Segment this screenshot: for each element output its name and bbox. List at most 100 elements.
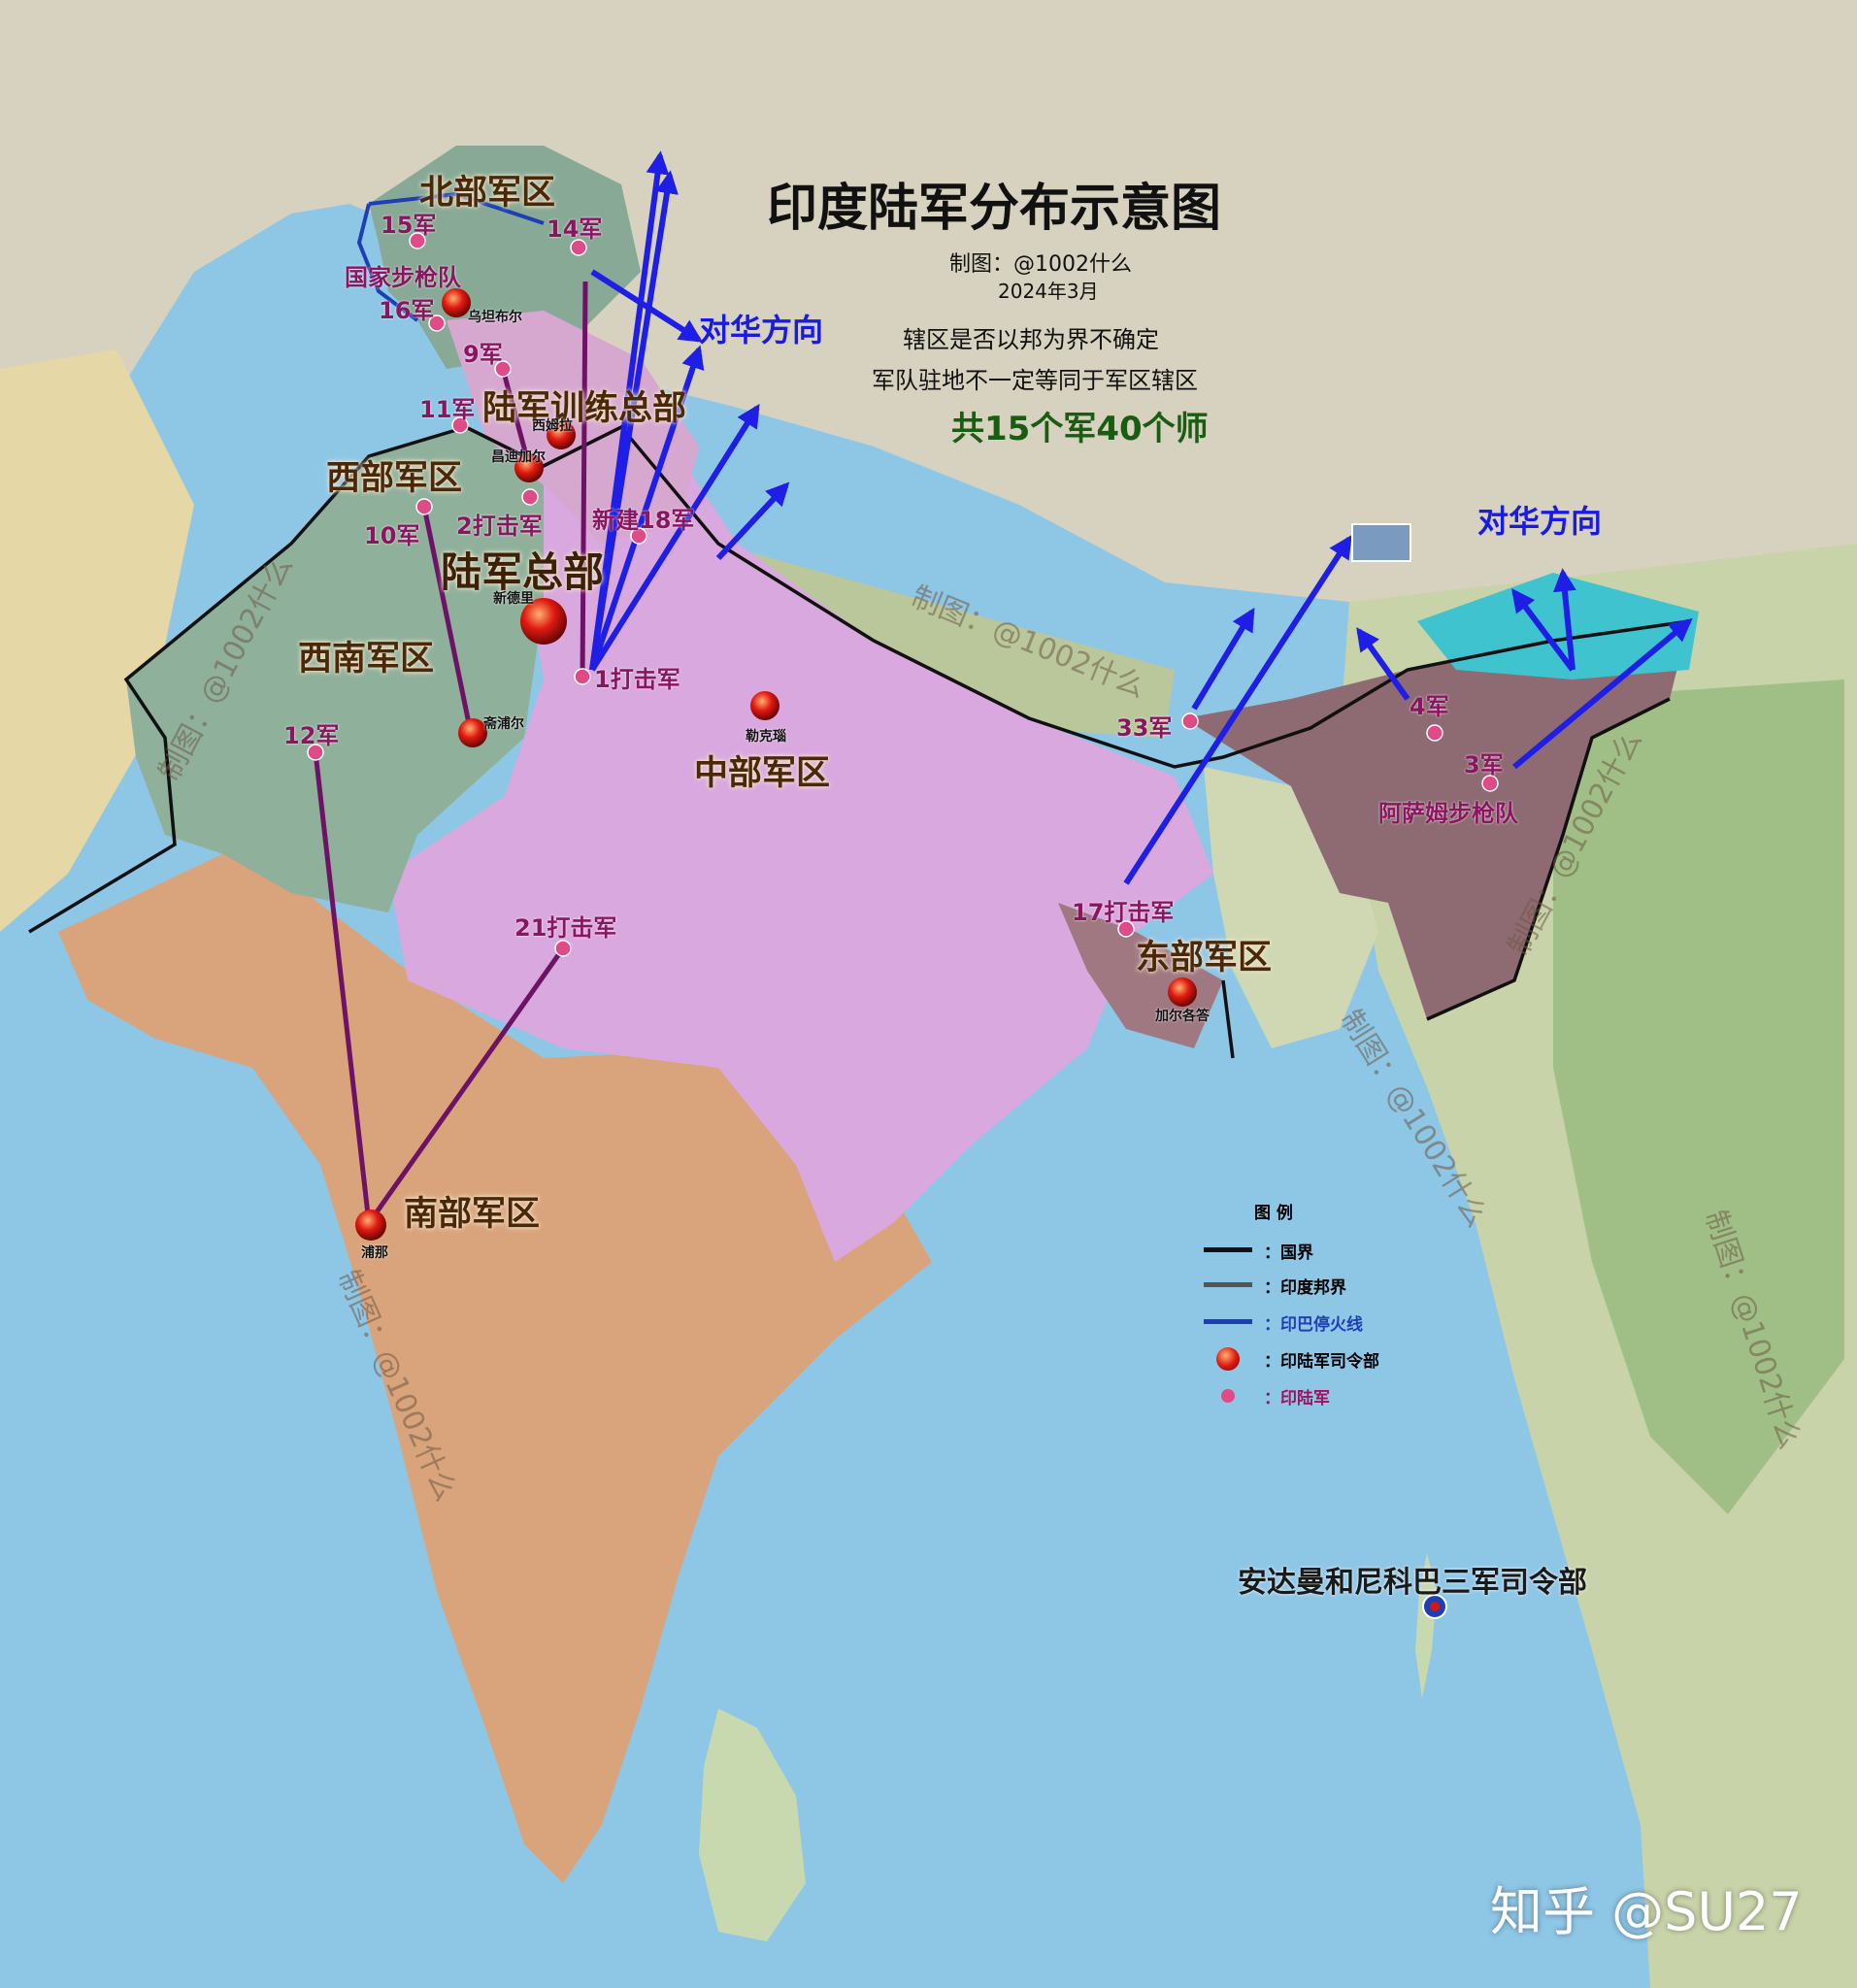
training-hq-label: 陆军训练总部 <box>482 389 687 428</box>
corps-label-14: 14军 <box>547 215 603 243</box>
corps-dot-3 <box>1481 775 1499 792</box>
corps-dot-33 <box>1181 712 1199 730</box>
corps-label-21: 21打击军 <box>514 914 617 942</box>
corps-dot-10 <box>415 498 433 515</box>
hq-marker-lucknow <box>750 691 779 720</box>
corps-label-16: 16军 <box>379 297 435 324</box>
eastern-command-label: 东部军区 <box>1136 939 1273 977</box>
author-credit: 制图：@1002什么 <box>949 252 1132 277</box>
legend-row-corps: ：印陆军 <box>1204 1381 1427 1410</box>
link-10-jaipur <box>421 506 474 734</box>
platform-credit: 知乎 @SU27 <box>1490 1881 1803 1942</box>
arrow-3 <box>589 403 760 672</box>
corps-dot-21 <box>554 940 572 957</box>
arrow-9 <box>1356 627 1410 701</box>
andaman-emblem-inner <box>1430 1602 1440 1611</box>
arrow-10 <box>1512 617 1693 770</box>
southern-command-region <box>58 845 932 1883</box>
southwestern-command-label: 西南军区 <box>298 640 435 679</box>
corps-label-17: 17打击军 <box>1072 899 1175 926</box>
city-jaipur: 斋浦尔 <box>483 716 524 732</box>
city-lucknow: 勒克瑙 <box>746 729 786 745</box>
hq-marker-pune <box>355 1209 386 1241</box>
army-hq-label: 陆军总部 <box>441 548 605 596</box>
hq-marker-shimla <box>547 420 576 449</box>
arrow-6 <box>590 269 704 343</box>
corps-label-ar: 阿萨姆步枪队 <box>1378 800 1518 827</box>
arrow-7 <box>1123 534 1352 885</box>
corps-dot-1 <box>574 668 591 685</box>
arrow-4 <box>589 345 705 671</box>
corps-dot-15 <box>409 232 426 249</box>
arrow-5 <box>715 481 790 561</box>
corps-label-1: 1打击军 <box>594 666 680 693</box>
corps-dot-18 <box>630 527 647 545</box>
corps-dot-12 <box>307 744 324 761</box>
legend-label-border: ：国界 <box>1264 1243 1313 1263</box>
sri-lanka <box>699 1708 806 1941</box>
hq-markers <box>355 288 1197 1241</box>
southern-command-label: 南部军区 <box>404 1195 541 1234</box>
andaman-command-label: 安达曼和尼科巴三军司令部 <box>1238 1566 1587 1600</box>
western-command-label: 西部军区 <box>326 459 463 498</box>
city-shimla: 西姆拉 <box>532 418 573 434</box>
corps-dot-9 <box>494 360 512 378</box>
central-command-label: 中部军区 <box>694 754 831 793</box>
note-1: 辖区是否以邦为界不确定 <box>903 326 1159 353</box>
corps-label-10: 10军 <box>364 522 420 549</box>
corps-label-15: 15军 <box>381 212 437 239</box>
hq-marker-newdelhi <box>520 598 567 645</box>
corps-dot-16 <box>428 315 446 332</box>
legend-row-ceasefire: ：印巴停火线 <box>1204 1308 1427 1337</box>
corps-dot-17 <box>1117 920 1135 938</box>
ceasefire-line <box>356 191 545 322</box>
corps-label-4: 4军 <box>1409 693 1449 720</box>
legend-symbol-corps <box>1221 1389 1235 1403</box>
city-kolkata: 加尔各答 <box>1155 1009 1210 1024</box>
city-newdelhi: 新德里 <box>493 591 534 607</box>
legend-row-state-border: ：印度邦界 <box>1204 1271 1427 1300</box>
nepal <box>718 544 1175 738</box>
legend-label-state-border: ：印度邦界 <box>1264 1278 1346 1298</box>
map-title: 印度陆军分布示意图 <box>767 180 1222 238</box>
link-9-chandimandir <box>500 368 532 467</box>
corps-label-18: 新建18军 <box>592 507 695 534</box>
legend-label-ceasefire: ：印巴停火线 <box>1264 1315 1363 1335</box>
legend-label-corps: ：印陆军 <box>1264 1389 1330 1408</box>
hq-marker-udhampur <box>442 288 471 317</box>
legend-symbol-state-border <box>1204 1282 1252 1287</box>
andaman-hq-emblem <box>1422 1594 1447 1619</box>
direction-label-west: 对华方向 <box>699 312 824 348</box>
northern-command-region <box>369 146 641 369</box>
international-border <box>28 424 1690 1059</box>
arrow-12 <box>1511 588 1575 672</box>
city-pune: 浦那 <box>361 1245 388 1261</box>
corps-label-33: 33军 <box>1116 714 1173 742</box>
legend-row-border: ：国界 <box>1204 1236 1427 1265</box>
direction-arrows <box>589 150 1693 885</box>
corps-dot-14 <box>570 239 587 256</box>
corps-label-rr: 国家步枪队 <box>345 264 461 291</box>
legend-symbol-ceasefire <box>1204 1319 1252 1324</box>
link-12-pune <box>313 751 372 1224</box>
hq-marker-jaipur <box>458 718 487 747</box>
eastern-command-region <box>1058 903 1223 1048</box>
desert-west <box>0 349 194 932</box>
note-2: 军队驻地不一定等同于军区辖区 <box>872 367 1198 394</box>
arrow-2 <box>589 150 670 671</box>
western-command-region <box>126 427 544 912</box>
legend-title: 图 例 <box>1254 1204 1293 1223</box>
corps-dot-4 <box>1426 724 1443 742</box>
link-21-pune <box>366 946 566 1225</box>
corps-label-3: 3军 <box>1464 751 1504 779</box>
total-count: 共15个军40个师 <box>951 410 1209 448</box>
direction-label-east: 对华方向 <box>1477 503 1603 540</box>
legend-label-hq: ：印陆军司令部 <box>1264 1352 1379 1372</box>
city-udhampur: 乌坦布尔 <box>468 310 522 325</box>
corps-dots <box>307 232 1499 957</box>
northeast-region <box>1184 621 1689 1019</box>
corps-label-12: 12军 <box>283 722 340 749</box>
arrow-8 <box>1191 607 1255 711</box>
northern-command-label: 北部军区 <box>419 174 556 213</box>
